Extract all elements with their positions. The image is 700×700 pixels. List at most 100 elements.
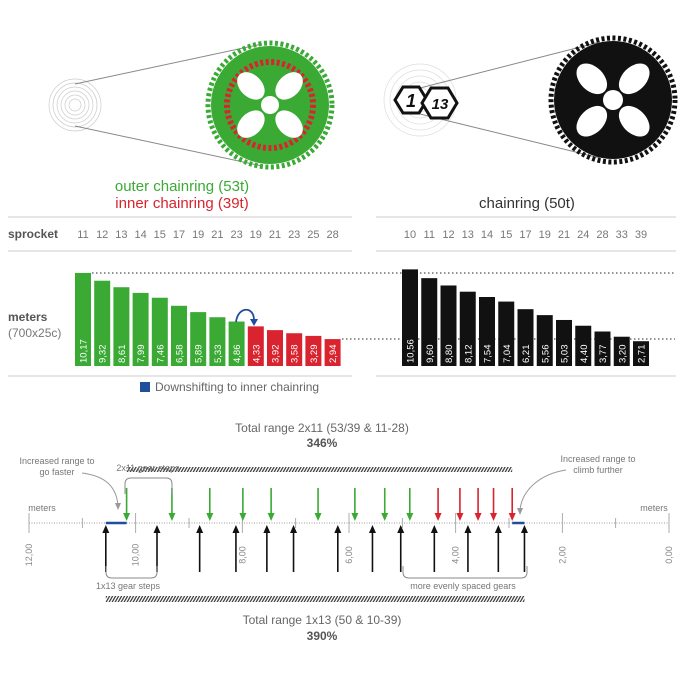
chain-line [74, 43, 263, 85]
axis-ticks [28, 513, 670, 533]
bar-value-label: 8,80 [444, 345, 455, 364]
bar-value-label: 8,12 [463, 345, 474, 364]
up-arrow-icon [430, 525, 438, 572]
bar [132, 292, 149, 366]
chain-line [419, 41, 601, 89]
sprocket-label: 14 [481, 229, 493, 241]
up-arrow-icon [334, 525, 342, 572]
sprocket-label: 33 [616, 229, 628, 241]
annotation-1x13-steps: 1x13 gear steps [96, 581, 161, 591]
sprocket-label: 39 [635, 229, 647, 241]
bar [613, 336, 630, 366]
bar-value-label: 4,40 [579, 345, 590, 364]
bar [479, 297, 495, 366]
double-sprocket-labels: 11 12 13 14 15 17 19 21 23 19 21 23 25 28 [77, 229, 338, 241]
meters-row-label: meters [8, 310, 48, 324]
annotation-climb-line1: Increased range to [560, 454, 635, 464]
bar [575, 325, 592, 366]
bar-value-label: 6,58 [175, 345, 186, 364]
sprocket-label: 14 [134, 229, 146, 241]
sprocket-label: 11 [424, 229, 435, 241]
sprocket-label: 25 [307, 229, 319, 241]
bar [94, 280, 111, 366]
bar [556, 319, 572, 366]
black-chainring-icon [548, 35, 678, 165]
bar [305, 335, 322, 366]
top-range-bar [126, 467, 513, 472]
bar [267, 330, 283, 366]
sprocket-label: 23 [288, 229, 300, 241]
bar [228, 321, 245, 366]
annotation-faster-line2: go faster [39, 467, 74, 477]
down-arrow-icon [406, 488, 414, 521]
sprocket-label: 21 [558, 229, 570, 241]
bar [536, 315, 553, 366]
axis-label-left: meters [28, 503, 56, 513]
sprocket-label: 19 [192, 229, 204, 241]
top-range-percent: 346% [307, 436, 338, 450]
bracket-2x11 [124, 477, 173, 494]
single-chainring-label: chainring (50t) [479, 195, 575, 212]
sprocket-label: 13 [115, 229, 127, 241]
bar [286, 333, 303, 366]
bar-value-label: 3,92 [271, 345, 282, 364]
bar [113, 287, 130, 366]
inner-chainring-label: inner chainring (39t) [115, 195, 248, 212]
outer-chainring-label: outer chainring (53t) [115, 178, 249, 195]
sprocket-label: 12 [96, 229, 108, 241]
sprocket-label: 12 [442, 229, 454, 241]
bar [171, 305, 187, 366]
bottom-range-bar [105, 596, 525, 602]
down-arrow-icon [351, 488, 359, 521]
sprocket-label: 21 [269, 229, 281, 241]
bar-value-label: 4,86 [232, 345, 243, 364]
bar-value-label: 4,33 [251, 345, 262, 364]
sprocket-label: 23 [230, 229, 242, 241]
double-chainring-bar-chart: 10,17 9,32 8,61 7,99 7,46 6,58 5,89 5,33 4,86 4,3… [75, 272, 341, 366]
up-arrow-icon [153, 525, 161, 572]
down-arrow-icon [434, 488, 442, 521]
up-arrow-icon [102, 525, 110, 572]
down-arrow-icon [490, 488, 498, 521]
bar-value-label: 7,46 [155, 345, 166, 364]
up-arrow-icon [232, 525, 240, 572]
bar [421, 278, 438, 366]
down-arrow-icon [314, 488, 322, 521]
sprocket-rings-icon [48, 78, 102, 132]
sprocket-label: 21 [211, 229, 223, 241]
2x11-gear-arrows [123, 488, 516, 521]
single-sprocket-labels: 10 11 12 13 14 15 17 19 21 24 28 33 39 [404, 229, 647, 241]
axis-tick-label: 12,00 [24, 544, 34, 567]
bar-value-label: 9,60 [425, 345, 436, 364]
table-dividers [8, 216, 676, 377]
up-arrow-icon [263, 525, 271, 572]
legend-swatch [140, 382, 150, 392]
sprocket-label: 10 [404, 229, 416, 241]
axis-tick-label: 4,00 [451, 546, 461, 564]
bar-value-label: 2,94 [328, 345, 339, 364]
annotation-climb-line2: climb further [573, 465, 623, 475]
annotation-2x11-steps: 2x11 gear steps [116, 463, 180, 473]
annotation-climb-arrowhead-icon [517, 508, 523, 515]
axis-tick-label: 2,00 [557, 546, 567, 564]
bar [402, 269, 418, 366]
legend-label: Downshifting to inner chainring [155, 380, 319, 394]
annotation-faster-arrow-icon [81, 472, 119, 506]
bar-value-label: 3,77 [598, 345, 609, 364]
sprocket-label: 17 [173, 229, 185, 241]
up-arrow-icon [290, 525, 298, 572]
down-arrow-icon [123, 488, 131, 521]
bottom-range-title: Total range 1x13 (50 & 10-39) [243, 613, 402, 627]
down-arrow-icon [267, 488, 275, 521]
sprocket-label: 19 [539, 229, 551, 241]
bar-value-label: 3,29 [309, 345, 320, 364]
bar-value-label: 6,21 [521, 345, 532, 364]
sprocket-label: 28 [326, 229, 338, 241]
up-arrow-icon [196, 525, 204, 572]
down-arrow-icon [381, 488, 389, 521]
up-arrow-icon [397, 525, 405, 572]
bar-value-label: 7,54 [483, 345, 494, 364]
bar [75, 272, 91, 366]
sprocket-row-label: sprocket [8, 227, 58, 241]
axis-label-right: meters [640, 503, 668, 513]
